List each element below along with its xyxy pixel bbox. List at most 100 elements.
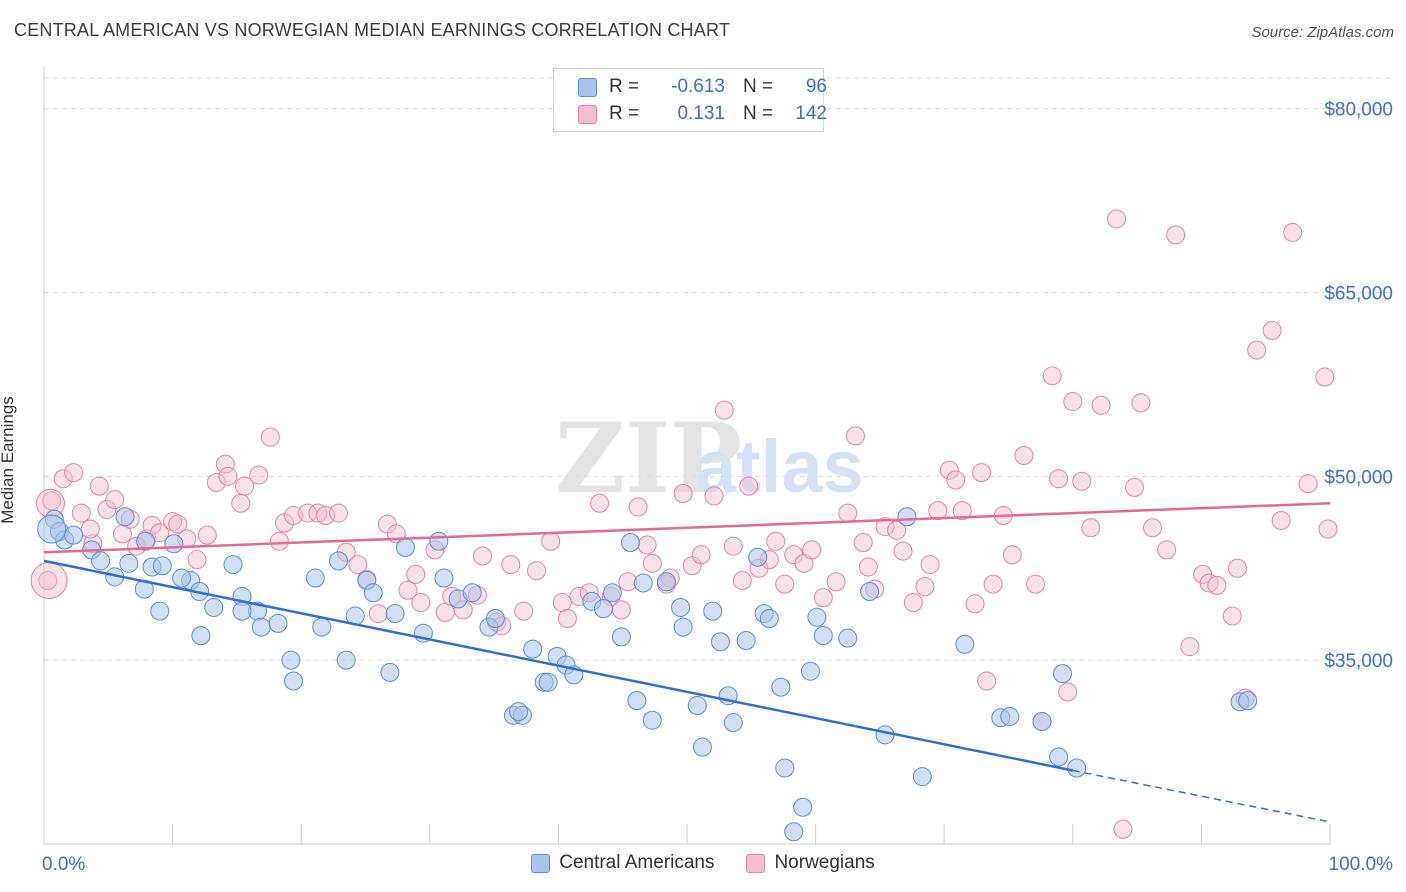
series-legend-norwegians[interactable]: Norwegians [746,852,875,874]
central-americans-point [642,710,662,730]
norwegians-point-large [30,561,68,599]
watermark-zip: ZIP [555,402,742,515]
norwegians-point [557,608,577,628]
norwegians-point [775,574,795,594]
norwegians-point [1081,518,1101,538]
norwegians-point [875,517,895,537]
norwegians-point [1049,469,1069,489]
central-americans-point [1067,758,1087,778]
central-americans-point [633,573,653,593]
series-legend-central-americans[interactable]: Central Americans [531,852,714,874]
norwegians-point [939,460,959,480]
norwegians-point [1143,518,1163,538]
central-americans-point [136,531,156,551]
norwegians-point [235,476,255,496]
central-americans-point [897,507,917,527]
norwegians-point [965,594,985,614]
norwegians-point [283,506,303,526]
norwegians-point [1014,445,1034,465]
central-americans-point [692,737,712,757]
central-americans-point [800,661,820,681]
norwegians-point [1125,477,1145,497]
norwegians-point [89,476,109,496]
norwegians-point [1271,510,1291,530]
axes [43,66,1331,845]
norwegians-point [187,550,207,570]
norwegians-point [541,531,561,551]
norwegians-point [368,604,388,624]
y-tick-label: $35,000 [1324,651,1393,672]
series-legend: Central Americans Norwegians [0,852,1406,874]
central-americans-points [37,507,1258,842]
legend-swatch-blue [578,77,597,97]
norwegians-point [704,486,724,506]
y-tick-label: $50,000 [1324,467,1393,488]
correlation-legend: R = -0.613 N = 96 R = 0.131 N = 142 [553,68,827,132]
norwegians-point [1091,395,1111,415]
norwegians-points [30,209,1338,839]
central-americans-point [748,547,768,567]
norwegians-point [514,601,534,621]
norwegians-point [1131,393,1151,413]
central-americans-point [232,601,252,621]
norwegians-point [1298,474,1318,494]
norwegians-point [527,561,547,581]
norwegians-point [308,503,328,523]
grid-lines [44,77,1394,661]
norwegians-point [1318,519,1338,539]
central-americans-point [385,604,405,624]
norwegians-point [348,555,368,575]
norwegians-point [826,572,846,592]
legend-row-norwegians: R = 0.131 N = 142 [578,102,827,126]
norwegians-point [249,465,269,485]
central-americans-point [710,632,730,652]
norwegians-point [80,519,100,539]
central-americans-point [813,626,833,646]
norwegians-point [1227,558,1247,578]
central-americans-trend-line [43,559,1074,772]
norwegians-point [642,553,662,573]
central-americans-point [1000,707,1020,727]
legend-r-label: R = [609,76,640,97]
norwegians-point [691,545,711,565]
norwegians-point [1247,340,1267,360]
norwegians-point [1072,471,1092,491]
norwegians-point [435,602,455,622]
central-americans-point [687,696,707,716]
norwegians-point [858,557,878,577]
norwegians-point [928,501,948,521]
central-americans-point [723,713,743,733]
norwegians-point [105,490,125,510]
norwegians-point [1113,819,1133,839]
x-tick-label-max: 100.0% [1329,854,1394,875]
norwegians-point [611,600,631,620]
central-americans-point [336,650,356,670]
norwegians-point [215,454,235,474]
tick-labels: $35,000 $50,000 $65,000 $80,000 0.0% 100.0% [42,100,1393,875]
central-americans-point [429,531,449,551]
legend-n-value: 96 [805,76,827,97]
norwegians-point [269,531,289,551]
norwegians-point [1026,574,1046,594]
trend-lines [43,502,1331,823]
central-americans-point [91,551,111,571]
norwegians-point [552,593,572,613]
norwegians-point [168,514,188,534]
central-americans-point [912,767,932,787]
legend-r-value: -0.613 [671,76,725,97]
norwegians-point [1157,540,1177,560]
norwegians-point [42,491,62,511]
central-americans-trend-extension [1072,769,1331,823]
central-americans-point [363,583,383,603]
series-label: Central Americans [559,852,715,873]
central-americans-point [1032,711,1052,731]
norwegians-point [197,525,217,545]
norwegians-point [1315,367,1335,387]
central-americans-point [671,597,691,617]
central-americans-point [485,608,505,628]
norwegians-point [673,483,693,503]
central-americans-point [305,568,325,588]
norwegians-point [893,541,913,561]
central-americans-point [784,822,804,842]
